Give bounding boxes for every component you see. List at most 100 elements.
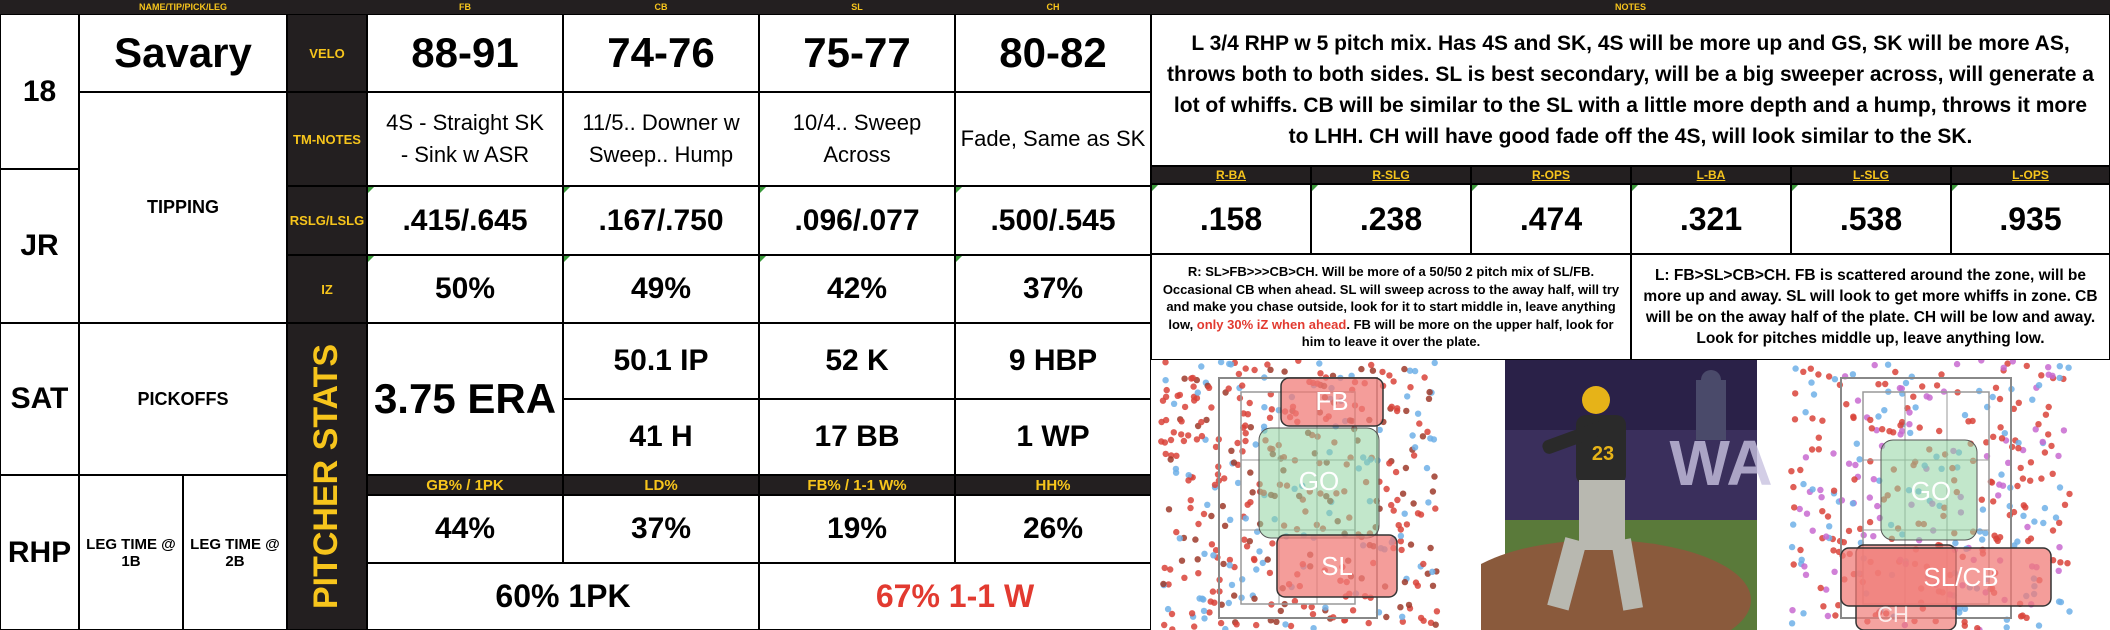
pitch-dot <box>1193 394 1201 402</box>
pitch-dot <box>1979 506 1987 513</box>
lhh-heatmap-svg: GO SL/CB CH <box>1788 360 2073 630</box>
pitch-dot <box>1191 623 1198 630</box>
pitch-dot <box>2022 504 2029 511</box>
pitch-dot <box>1282 621 1289 628</box>
pitch-dot <box>1252 441 1259 448</box>
pitch-dot <box>1916 424 1923 431</box>
pitch-dot <box>1269 540 1276 547</box>
pitch-dot <box>1871 361 1878 369</box>
pitch-dot <box>1788 543 1796 551</box>
pitch-dot <box>1432 505 1439 512</box>
pitch-dot <box>1956 609 1963 616</box>
pitch-dot <box>1162 416 1170 424</box>
pitch-dot <box>1185 472 1192 479</box>
pitch-dot <box>1198 363 1205 370</box>
pitch-dot <box>2056 519 2063 526</box>
pitch-dot <box>2014 538 2021 545</box>
pitch-dot <box>1792 390 1799 397</box>
pitch-dot <box>1211 481 1219 488</box>
pitch-dot <box>1225 385 1232 392</box>
pitch-dot <box>2045 371 2052 378</box>
pitch-dot <box>1802 454 1810 461</box>
pitch-dot <box>1409 432 1416 439</box>
pitch-dot <box>2038 372 2045 379</box>
pitch-dot <box>2061 501 2069 508</box>
tm-notes-fb: 4S - Straight SK - Sink w ASR <box>367 92 563 186</box>
pitch-dot <box>1886 428 1893 435</box>
pitch-dot <box>2045 403 2052 411</box>
pitch-dot <box>1401 365 1408 373</box>
pitch-dot <box>2035 622 2043 629</box>
pitch-dot <box>1976 528 1984 535</box>
pitch-dot <box>1420 617 1427 624</box>
tm-notes-label: TM-NOTES <box>287 92 367 186</box>
pitch-dot <box>2035 382 2043 389</box>
pitch-dot <box>1231 563 1238 571</box>
pitch-dot <box>1997 424 2004 431</box>
pitch-dot <box>1185 432 1192 439</box>
pitch-dot <box>1857 525 1864 532</box>
pitch-dot <box>1180 437 1188 445</box>
pitch-dot <box>1220 560 1227 568</box>
pitch-dot <box>1995 492 2002 499</box>
pitch-dot <box>1896 384 1904 392</box>
pitch-dot <box>1988 479 1996 486</box>
pitch-dot <box>1178 431 1185 438</box>
pitch-dot <box>2040 519 2047 527</box>
pitch-dot <box>1851 476 1858 483</box>
pitch-dot <box>1247 499 1254 506</box>
pitch-dot <box>2029 396 2036 403</box>
pitch-dot <box>2027 477 2034 484</box>
pitch-dot <box>1194 556 1201 563</box>
pitch-dot <box>1989 393 1996 401</box>
pitch-dot <box>1831 568 1838 575</box>
pitch-dot <box>1856 456 1863 463</box>
pitch-dot <box>1207 598 1214 605</box>
rslg-sl: .096/.077 <box>759 186 955 255</box>
pitch-dot <box>1200 607 1208 615</box>
pitch-dot <box>1982 529 1989 537</box>
pitch-dot <box>1802 409 1809 416</box>
pitch-dot <box>1399 613 1406 620</box>
pitch-dot <box>1164 605 1172 613</box>
pitch-dot <box>1206 609 1213 616</box>
pitch-dot <box>1169 626 1176 630</box>
pickoffs-label: PICKOFFS <box>79 323 287 475</box>
stat-header-hh: HH% <box>955 475 1151 495</box>
pitch-dot <box>1219 502 1226 510</box>
pitch-dot <box>1200 510 1208 518</box>
pitch-dot <box>2001 430 2008 437</box>
pitch-dot <box>1158 438 1165 445</box>
jersey-number: 23 <box>1592 443 1614 465</box>
pitch-dot <box>2048 442 2055 450</box>
pitch-dot <box>1193 436 1201 443</box>
stat-k: 52 K <box>759 323 955 399</box>
pitch-dot <box>1295 360 1302 364</box>
pitch-dot <box>1845 460 1853 467</box>
pitch-dot <box>1427 435 1434 442</box>
pitch-dot <box>1870 533 1877 540</box>
one-one-win: 67% 1-1 W <box>759 563 1151 630</box>
pitch-dot <box>1181 375 1188 382</box>
pitch-dot <box>1277 607 1284 615</box>
pitch-dot <box>1390 378 1397 385</box>
pitch-dot <box>1225 599 1232 607</box>
pitch-dot <box>1797 546 1804 554</box>
pitch-dot <box>1239 576 1246 583</box>
pitch-dot <box>1287 622 1295 630</box>
split-header-lops: L-OPS <box>1951 166 2110 184</box>
lhh-heatmap: GO SL/CB CH <box>1781 360 2110 630</box>
pitch-dot <box>1892 368 1899 376</box>
pitch-dot <box>2015 445 2022 452</box>
pitch-dot <box>1414 510 1422 517</box>
pitch-dot <box>1410 452 1418 459</box>
pitch-dot <box>2027 535 2035 542</box>
pitch-dot <box>1832 612 1839 619</box>
pitch-dot <box>2045 431 2052 438</box>
rhh-heatmap: FB GO SL <box>1151 360 1481 630</box>
pitch-dot <box>1212 443 1220 451</box>
stat-header-fb: FB% / 1-1 W% <box>759 475 955 495</box>
rslg-fb: .415/.645 <box>367 186 563 255</box>
pitch-dot <box>1423 464 1431 472</box>
pitch-dot <box>1788 620 1796 627</box>
